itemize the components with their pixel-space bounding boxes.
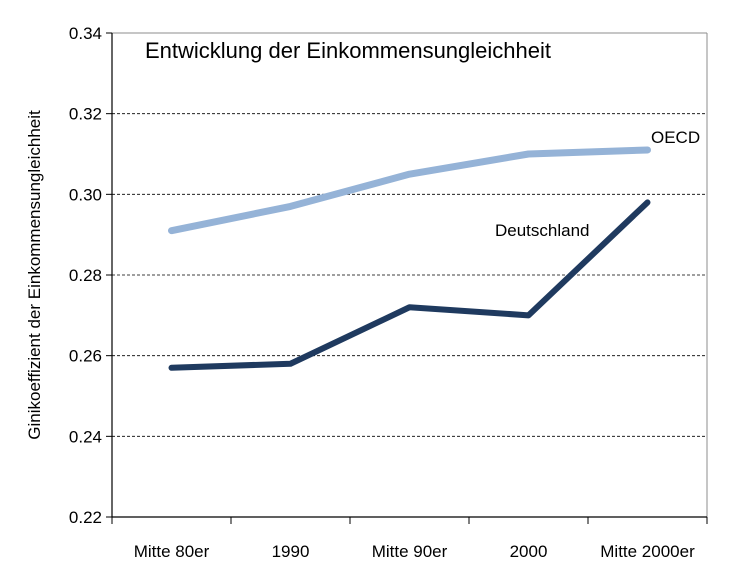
y-tick-label: 0.24 — [69, 427, 102, 446]
y-tick-label: 0.26 — [69, 347, 102, 366]
axes — [106, 32, 708, 524]
series-line-deutschland — [168, 199, 651, 371]
y-tick-label: 0.34 — [69, 24, 102, 43]
series-line-oecd — [168, 146, 651, 235]
y-tick-label: 0.22 — [69, 508, 102, 527]
x-tick-labels: Mitte 80er 1990 Mitte 90er 2000 Mitte 2000er — [134, 542, 695, 561]
y-tick-labels: 0.22 0.24 0.26 0.28 0.30 0.32 0.34 — [69, 24, 102, 527]
x-tick-label: Mitte 2000er — [600, 542, 695, 561]
y-tick-label: 0.32 — [69, 105, 102, 124]
x-tick-label: 1990 — [272, 542, 310, 561]
series-lines — [168, 146, 651, 371]
y-tick-label: 0.28 — [69, 266, 102, 285]
series-label-oecd: OECD — [651, 128, 700, 147]
y-axis-label: Ginikoeffizient der Einkommensungleichhe… — [25, 110, 44, 440]
y-tick-label: 0.30 — [69, 185, 102, 204]
x-tick-label: Mitte 90er — [372, 542, 448, 561]
chart-title: Entwicklung der Einkommensungleichheit — [145, 38, 551, 63]
x-tick-label: 2000 — [510, 542, 548, 561]
series-label-deutschland: Deutschland — [495, 221, 590, 240]
x-tick-label: Mitte 80er — [134, 542, 210, 561]
